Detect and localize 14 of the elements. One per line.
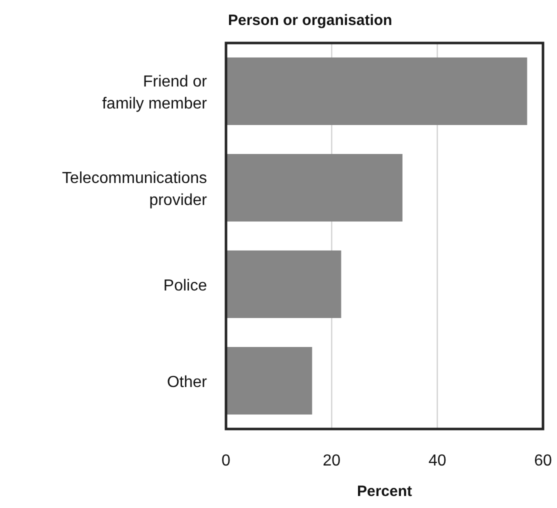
x-tick-label: 60 bbox=[534, 452, 552, 470]
x-tick-label: 20 bbox=[322, 452, 341, 470]
bar bbox=[226, 250, 342, 318]
y-tick-label: Police bbox=[163, 277, 208, 294]
y-tick-label: Friend or family member bbox=[102, 73, 208, 112]
y-tick-label: Telecommunications provider bbox=[62, 170, 208, 209]
x-tick-label: 40 bbox=[428, 452, 446, 470]
bar bbox=[226, 57, 528, 126]
x-tick-label: 0 bbox=[222, 452, 231, 470]
bar bbox=[226, 346, 312, 415]
bar bbox=[226, 154, 402, 222]
x-axis-title: Percent bbox=[356, 483, 412, 500]
y-tick-label: Other bbox=[166, 374, 208, 391]
y-axis-title: Person or organisation bbox=[228, 12, 392, 29]
